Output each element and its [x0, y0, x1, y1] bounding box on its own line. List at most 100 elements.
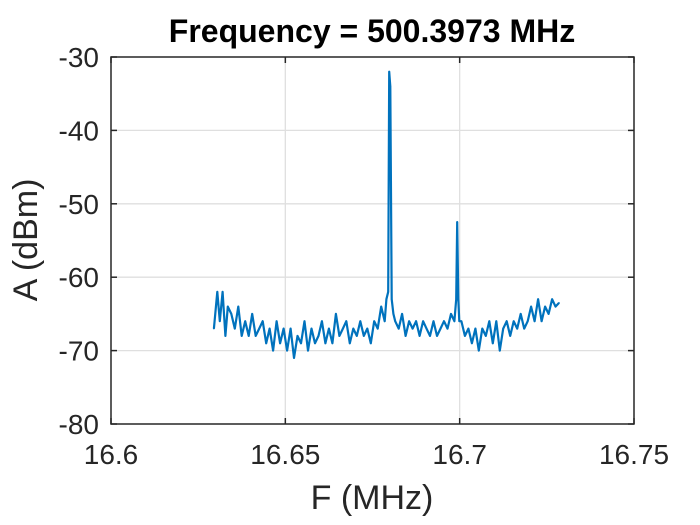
data-point — [509, 335, 512, 337]
data-point — [516, 327, 518, 330]
data-point — [558, 302, 560, 304]
data-point — [457, 298, 460, 301]
data-point — [310, 327, 313, 330]
data-point — [328, 327, 330, 330]
data-point — [258, 327, 260, 330]
data-point — [349, 342, 351, 345]
data-point — [389, 85, 392, 88]
data-point — [523, 327, 525, 330]
data-point — [456, 221, 459, 223]
data-point — [474, 327, 477, 330]
data-point — [289, 327, 292, 330]
data-point — [275, 320, 278, 323]
data-point — [230, 313, 233, 315]
data-point — [443, 320, 445, 323]
data-point — [268, 327, 271, 330]
x-tick-label: 16.75 — [599, 439, 669, 470]
data-point — [286, 349, 288, 352]
data-point — [380, 305, 383, 308]
data-point — [213, 327, 215, 330]
data-point — [247, 335, 250, 337]
data-point — [376, 327, 379, 330]
data-point — [221, 291, 224, 293]
data-point — [544, 305, 546, 308]
y-tick-label: -40 — [59, 115, 99, 146]
data-point — [439, 327, 442, 330]
y-tick-label: -50 — [59, 189, 99, 220]
data-point — [282, 327, 285, 330]
data-point — [265, 342, 267, 345]
data-point — [422, 320, 424, 323]
data-point — [352, 327, 355, 330]
data-point — [240, 335, 243, 337]
y-tick-label: -60 — [59, 262, 99, 293]
data-point — [331, 342, 334, 345]
data-point — [429, 335, 431, 337]
data-point — [540, 320, 543, 323]
data-point — [342, 327, 344, 330]
series-line — [212, 70, 560, 359]
axes-box — [110, 56, 635, 425]
x-tick-label: 16.65 — [250, 439, 320, 470]
data-point — [293, 357, 295, 359]
data-point — [519, 313, 522, 315]
data-point — [366, 327, 369, 330]
data-point — [383, 320, 386, 323]
data-point — [356, 335, 358, 337]
data-point — [526, 320, 529, 323]
data-point — [237, 305, 240, 308]
data-point — [488, 320, 491, 323]
data-point — [390, 298, 393, 301]
data-point — [227, 305, 229, 308]
data-point — [533, 320, 536, 323]
data-point — [551, 298, 553, 301]
data-point — [254, 335, 257, 337]
data-point — [317, 335, 320, 337]
plot-area — [212, 70, 560, 359]
data-point — [537, 298, 539, 301]
data-point — [401, 313, 403, 315]
y-axis-label: A (dBm) — [7, 179, 45, 302]
data-point — [471, 342, 473, 345]
data-point — [314, 342, 316, 345]
data-point — [432, 320, 435, 323]
data-point — [387, 291, 389, 293]
chart-title: Frequency = 500.3973 MHz — [169, 13, 575, 49]
data-point — [218, 320, 221, 323]
data-point — [450, 313, 452, 315]
data-point — [307, 349, 309, 352]
axis-ticks: 16.6 16.65 16.7 16.75 -80 -70 -60 -50 -40 -30 — [59, 42, 670, 470]
x-axis-label: F (MHz) — [311, 479, 434, 517]
data-point — [453, 320, 456, 323]
x-tick-label: 16.7 — [432, 439, 487, 470]
data-point — [512, 320, 515, 323]
data-point — [224, 335, 227, 337]
data-point — [495, 320, 498, 323]
data-point — [446, 327, 449, 330]
data-point — [455, 298, 457, 301]
y-tick-label: -80 — [59, 409, 99, 440]
data-point — [233, 327, 236, 330]
x-tick-label: 16.6 — [84, 439, 139, 470]
data-point — [338, 335, 341, 337]
data-point — [485, 335, 487, 337]
data-point — [458, 320, 461, 323]
data-point — [392, 313, 395, 315]
y-tick-label: -30 — [59, 42, 99, 73]
data-point — [460, 320, 463, 323]
data-point — [554, 305, 557, 308]
data-point — [388, 70, 391, 73]
data-point — [411, 327, 414, 330]
data-point — [359, 320, 362, 323]
data-point — [345, 320, 348, 323]
data-point — [478, 349, 480, 352]
data-point — [324, 342, 327, 345]
data-point — [491, 342, 494, 345]
data-point — [261, 320, 264, 323]
data-point — [251, 313, 254, 315]
data-point — [362, 335, 365, 337]
data-point — [505, 320, 508, 323]
grid-lines — [111, 57, 634, 424]
data-point — [272, 349, 274, 352]
